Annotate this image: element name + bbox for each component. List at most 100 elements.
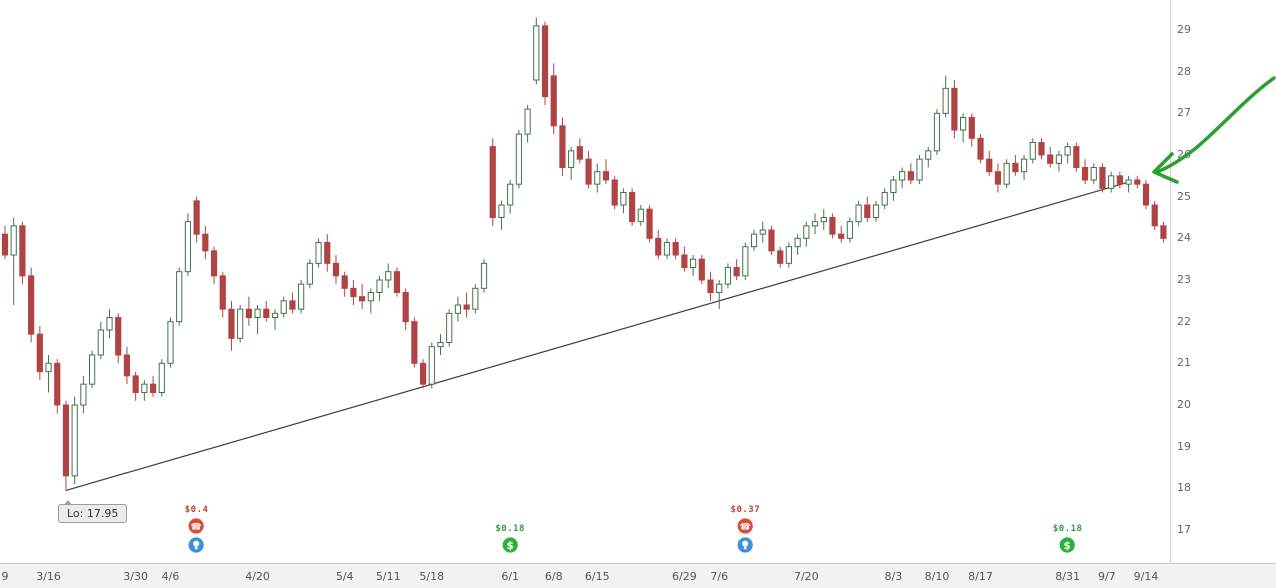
candle[interactable] bbox=[80, 375, 87, 414]
candle[interactable] bbox=[219, 271, 226, 318]
candle[interactable] bbox=[1012, 155, 1019, 176]
candle[interactable] bbox=[663, 238, 671, 260]
candle[interactable] bbox=[829, 213, 836, 239]
candle[interactable] bbox=[367, 288, 374, 314]
candle[interactable] bbox=[228, 300, 235, 351]
candle[interactable] bbox=[202, 225, 209, 260]
candle[interactable] bbox=[428, 342, 435, 389]
candle[interactable] bbox=[132, 371, 139, 401]
candle[interactable] bbox=[254, 305, 261, 335]
candle[interactable] bbox=[716, 280, 723, 310]
candle[interactable] bbox=[472, 284, 479, 314]
candle[interactable] bbox=[359, 284, 366, 310]
earnings-icon[interactable] bbox=[189, 537, 205, 553]
candle[interactable] bbox=[1064, 142, 1071, 164]
candle[interactable] bbox=[176, 267, 183, 326]
candle[interactable] bbox=[872, 200, 880, 222]
candle[interactable] bbox=[681, 246, 688, 272]
dividend-icon[interactable]: $ bbox=[1060, 537, 1076, 553]
candle[interactable] bbox=[1055, 150, 1063, 172]
candle[interactable] bbox=[568, 146, 575, 181]
candle[interactable] bbox=[1029, 138, 1036, 164]
candle[interactable] bbox=[742, 242, 749, 281]
candle[interactable] bbox=[454, 296, 462, 322]
candle[interactable] bbox=[210, 246, 218, 285]
candle[interactable] bbox=[315, 238, 322, 268]
candle[interactable] bbox=[1134, 175, 1141, 189]
candle[interactable] bbox=[1047, 146, 1054, 168]
announcement-icon[interactable]: ☎ bbox=[737, 518, 753, 534]
candle[interactable] bbox=[838, 225, 845, 243]
candle[interactable] bbox=[350, 280, 357, 306]
candle[interactable] bbox=[968, 113, 975, 147]
candle[interactable] bbox=[698, 255, 705, 285]
candle[interactable] bbox=[646, 205, 653, 243]
candle[interactable] bbox=[846, 217, 853, 243]
candle[interactable] bbox=[881, 188, 888, 210]
candle[interactable] bbox=[1038, 138, 1045, 160]
candle[interactable] bbox=[376, 275, 383, 301]
candle[interactable] bbox=[515, 130, 522, 189]
candle[interactable] bbox=[149, 375, 157, 397]
dividend-icon[interactable]: $ bbox=[502, 537, 518, 553]
candle[interactable] bbox=[45, 355, 52, 393]
candle[interactable] bbox=[393, 267, 401, 297]
candle[interactable] bbox=[298, 280, 305, 314]
candle[interactable] bbox=[960, 113, 967, 143]
candle[interactable] bbox=[1090, 163, 1097, 185]
candle[interactable] bbox=[541, 21, 549, 106]
candle[interactable] bbox=[899, 167, 906, 189]
candle[interactable] bbox=[36, 325, 43, 381]
candle[interactable] bbox=[559, 117, 566, 176]
candle[interactable] bbox=[245, 296, 252, 326]
candle[interactable] bbox=[54, 359, 61, 414]
candle[interactable] bbox=[498, 200, 505, 231]
candle[interactable] bbox=[994, 163, 1002, 193]
candle[interactable] bbox=[193, 196, 200, 243]
candle[interactable] bbox=[10, 217, 17, 306]
candle[interactable] bbox=[1142, 180, 1150, 210]
candle[interactable] bbox=[724, 263, 732, 289]
candle[interactable] bbox=[1073, 142, 1080, 172]
candle[interactable] bbox=[576, 138, 583, 164]
candle[interactable] bbox=[942, 75, 949, 118]
candle[interactable] bbox=[437, 334, 444, 356]
candle[interactable] bbox=[106, 309, 113, 339]
candle[interactable] bbox=[237, 305, 244, 343]
candle[interactable] bbox=[115, 313, 122, 364]
candle[interactable] bbox=[263, 300, 270, 322]
candle[interactable] bbox=[463, 292, 470, 318]
candle[interactable] bbox=[602, 159, 610, 185]
candle[interactable] bbox=[855, 200, 862, 226]
candle[interactable] bbox=[411, 317, 418, 368]
candle[interactable] bbox=[289, 292, 296, 314]
candle[interactable] bbox=[925, 146, 932, 168]
candle[interactable] bbox=[524, 105, 531, 143]
candle[interactable] bbox=[550, 63, 557, 135]
candle[interactable] bbox=[480, 259, 488, 293]
candle[interactable] bbox=[750, 230, 758, 251]
candle[interactable] bbox=[1116, 171, 1123, 189]
candle[interactable] bbox=[951, 80, 958, 139]
candle[interactable] bbox=[820, 209, 827, 231]
candle[interactable] bbox=[803, 221, 810, 247]
candle[interactable] bbox=[890, 175, 897, 201]
candle[interactable] bbox=[123, 346, 131, 385]
trendline[interactable] bbox=[65, 181, 1129, 491]
candle[interactable] bbox=[620, 188, 627, 214]
candle[interactable] bbox=[864, 196, 871, 222]
candle[interactable] bbox=[1003, 159, 1010, 189]
candle[interactable] bbox=[446, 309, 453, 347]
announcement-icon[interactable]: ☎ bbox=[189, 518, 205, 534]
candle[interactable] bbox=[1125, 175, 1132, 193]
candle[interactable] bbox=[768, 225, 775, 256]
candle[interactable] bbox=[1, 225, 9, 260]
candle[interactable] bbox=[594, 163, 601, 193]
candle[interactable] bbox=[689, 255, 697, 276]
candle[interactable] bbox=[794, 234, 801, 256]
candle[interactable] bbox=[777, 246, 784, 268]
candle[interactable] bbox=[62, 400, 70, 491]
candle[interactable] bbox=[1099, 163, 1106, 193]
candle[interactable] bbox=[385, 263, 392, 289]
